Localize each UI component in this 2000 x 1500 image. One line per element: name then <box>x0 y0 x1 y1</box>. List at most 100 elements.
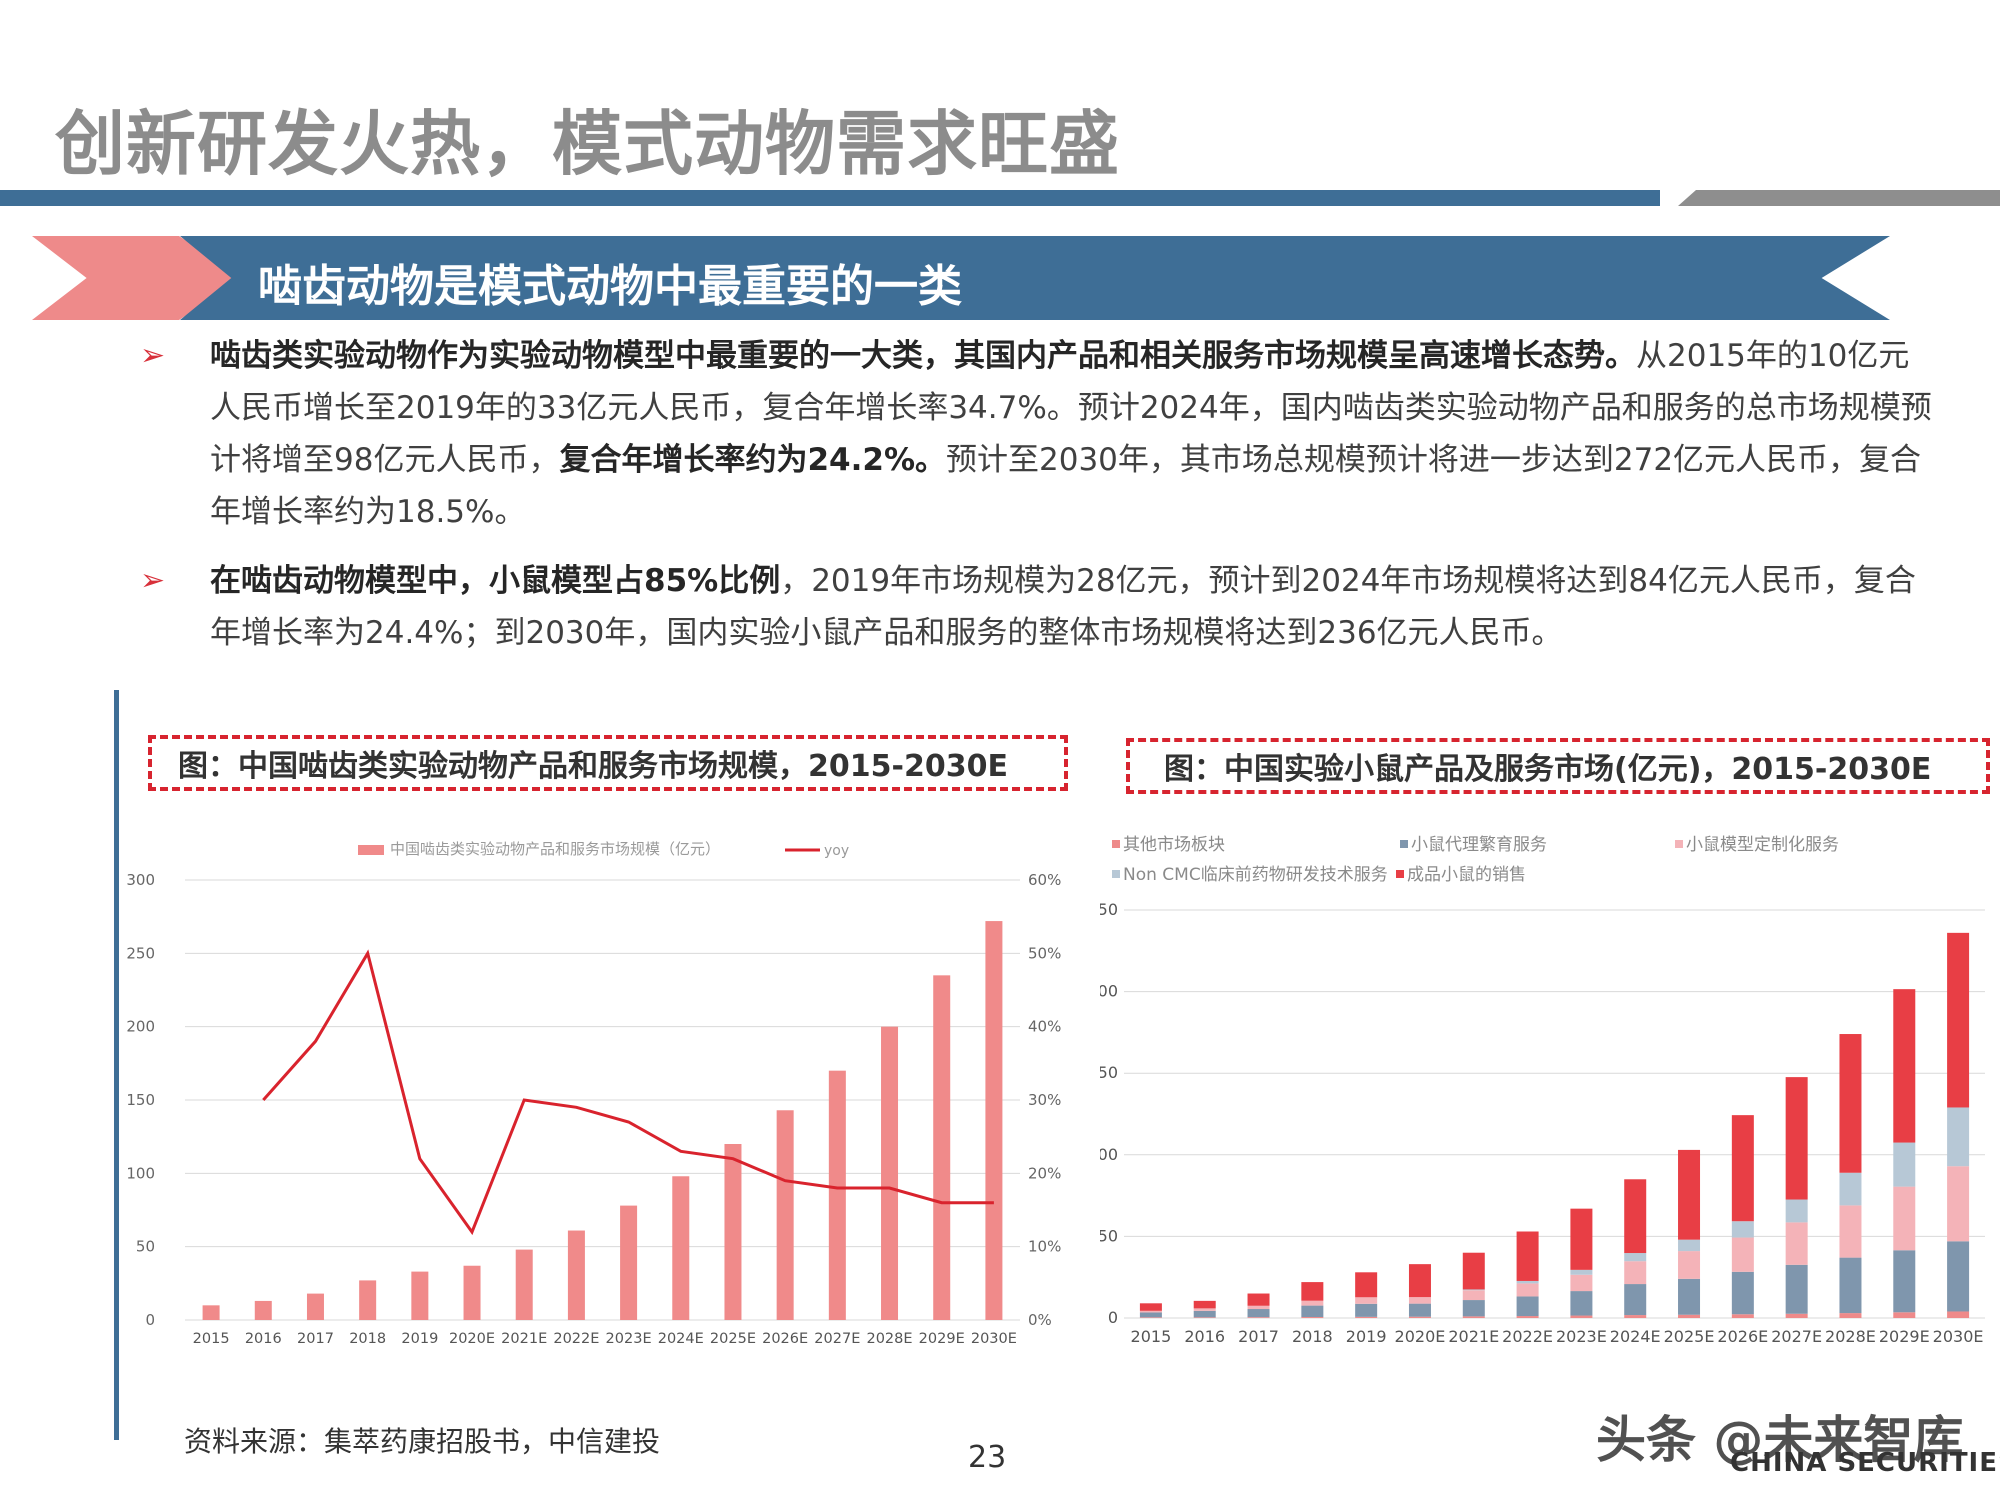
bar-2015 <box>202 1305 220 1320</box>
bar-segment-2030E-2 <box>1947 1166 1970 1242</box>
bar-2027E <box>828 1070 846 1320</box>
y-tick-label: 300 <box>126 871 155 889</box>
bullet-1-text-2: 预计至2030年，其市场总规模预计将进一步达到272亿元人民币，复合年增长率约为… <box>210 442 1922 530</box>
bar-segment-2030E-3 <box>1947 1107 1970 1167</box>
bar-segment-2027E-1 <box>1785 1264 1808 1314</box>
bar-segment-2022E-1 <box>1516 1296 1539 1317</box>
x-tick-label: 2030E <box>971 1331 1017 1347</box>
bar-2026E <box>776 1110 794 1320</box>
bar-segment-2028E-3 <box>1839 1172 1862 1206</box>
bar-segment-2025E-2 <box>1678 1251 1701 1279</box>
x-tick-label: 2018 <box>1292 1327 1333 1346</box>
bar-segment-2023E-4 <box>1570 1208 1593 1270</box>
y2-tick-label: 0% <box>1028 1311 1052 1329</box>
x-tick-label: 2019 <box>401 1331 438 1347</box>
x-tick-label: 2025E <box>1664 1327 1715 1346</box>
legend-label: 小鼠模型定制化服务 <box>1686 835 1839 855</box>
bar-segment-2024E-3 <box>1624 1253 1647 1262</box>
bar-segment-2019-4 <box>1355 1272 1378 1298</box>
section-heading: 啮齿动物是模式动物中最重要的一类 <box>258 261 962 312</box>
x-tick-label: 2017 <box>297 1331 334 1347</box>
page-number: 23 <box>968 1440 1007 1475</box>
x-tick-label: 2030E <box>1933 1327 1984 1346</box>
x-tick-label: 2025E <box>710 1331 756 1347</box>
bar-segment-2029E-0 <box>1893 1312 1916 1318</box>
x-tick-label: 2022E <box>553 1331 599 1347</box>
header-divider <box>0 190 1660 206</box>
bar-segment-2019-2 <box>1355 1297 1378 1304</box>
x-tick-label: 2029E <box>919 1331 965 1347</box>
bar-segment-2025E-1 <box>1678 1278 1701 1315</box>
bar-segment-2025E-0 <box>1678 1314 1701 1318</box>
bar-2025E <box>724 1144 742 1320</box>
bar-segment-2024E-1 <box>1624 1284 1647 1316</box>
bar-segment-2029E-3 <box>1893 1142 1916 1187</box>
brand-english-name: CHINA SECURITIES <box>1730 1448 2000 1478</box>
x-tick-label: 2026E <box>762 1331 808 1347</box>
bar-2020E <box>463 1265 481 1320</box>
x-tick-label: 2023E <box>1556 1327 1607 1346</box>
x-tick-label: 2019 <box>1346 1327 1387 1346</box>
bullet-arrow-icon: ➢ <box>140 338 166 373</box>
bar-segment-2030E-1 <box>1947 1241 1970 1312</box>
bar-segment-2017-2 <box>1247 1305 1270 1310</box>
bar-segment-2016-1 <box>1193 1310 1216 1318</box>
legend-swatch-market <box>358 845 384 855</box>
x-tick-label: 2016 <box>245 1331 282 1347</box>
yoy-line <box>262 949 994 1236</box>
bar-segment-2017-0 <box>1247 1317 1270 1318</box>
y2-tick-label: 30% <box>1028 1091 1061 1109</box>
bar-segment-2026E-4 <box>1731 1115 1754 1222</box>
bar-segment-2020E-2 <box>1408 1297 1431 1304</box>
y-tick-label: 150 <box>1100 1063 1118 1082</box>
x-tick-label: 2015 <box>1131 1327 1172 1346</box>
y-tick-label: 250 <box>1100 900 1118 919</box>
bar-segment-2020E-0 <box>1408 1316 1431 1318</box>
y2-tick-label: 50% <box>1028 944 1061 962</box>
bar-2016 <box>254 1300 272 1320</box>
legend-label: 成品小鼠的销售 <box>1407 865 1526 885</box>
y-tick-label: 200 <box>1100 982 1118 1001</box>
x-tick-label: 2015 <box>193 1331 230 1347</box>
bullet-1-text: 从2015年的10亿元人民币增长至2019年的33亿元人民币，复合年增长率34.… <box>210 338 1932 478</box>
legend-label: Non CMC临床前药物研发技术服务 <box>1123 865 1388 885</box>
bullet-1-bold: 啮齿类实验动物作为实验动物模型中最重要的一大类，其国内产品和相关服务市场规模呈高… <box>210 338 1636 374</box>
x-tick-label: 2018 <box>349 1331 386 1347</box>
bar-segment-2028E-4 <box>1839 1034 1862 1173</box>
y-tick-label: 50 <box>1100 1226 1118 1245</box>
x-tick-label: 2028E <box>1825 1327 1876 1346</box>
bar-segment-2021E-4 <box>1462 1252 1485 1290</box>
bullet-2-bold: 在啮齿动物模型中，小鼠模型占85%比例 <box>210 563 781 599</box>
bar-segment-2023E-2 <box>1570 1274 1593 1292</box>
bar-segment-2024E-2 <box>1624 1261 1647 1285</box>
bar-2028E <box>881 1026 899 1320</box>
page-title: 创新研发火热，模式动物需求旺盛 <box>55 103 1120 185</box>
bar-segment-2019-0 <box>1355 1316 1378 1318</box>
bar-segment-2022E-4 <box>1516 1231 1539 1281</box>
legend-swatch <box>1400 840 1408 848</box>
bar-segment-2027E-2 <box>1785 1222 1808 1265</box>
chart-1-caption: 图：中国啮齿类实验动物产品和服务市场规模，2015-2030E <box>148 735 1068 791</box>
bar-segment-2029E-4 <box>1893 989 1916 1143</box>
x-tick-label: 2022E <box>1502 1327 1553 1346</box>
y-tick-label: 100 <box>1100 1145 1118 1164</box>
x-tick-label: 2027E <box>814 1331 860 1347</box>
bar-segment-2015-1 <box>1139 1312 1162 1318</box>
bar-segment-2021E-1 <box>1462 1300 1485 1317</box>
bar-segment-2023E-0 <box>1570 1315 1593 1318</box>
x-tick-label: 2027E <box>1771 1327 1822 1346</box>
bar-segment-2028E-0 <box>1839 1313 1862 1318</box>
header-divider-accent <box>1678 190 2000 206</box>
section-banner <box>180 236 1890 320</box>
y-tick-label: 0 <box>1108 1308 1118 1327</box>
x-tick-label: 2021E <box>1448 1327 1499 1346</box>
bar-segment-2030E-4 <box>1947 932 1970 1108</box>
y-tick-label: 200 <box>126 1018 155 1036</box>
y-tick-label: 250 <box>126 944 155 962</box>
bar-segment-2025E-4 <box>1678 1149 1701 1240</box>
bar-segment-2021E-3 <box>1462 1289 1485 1291</box>
y-tick-label: 50 <box>136 1238 155 1256</box>
x-tick-label: 2016 <box>1184 1327 1225 1346</box>
y-tick-label: 150 <box>126 1091 155 1109</box>
bar-2019 <box>411 1271 429 1320</box>
